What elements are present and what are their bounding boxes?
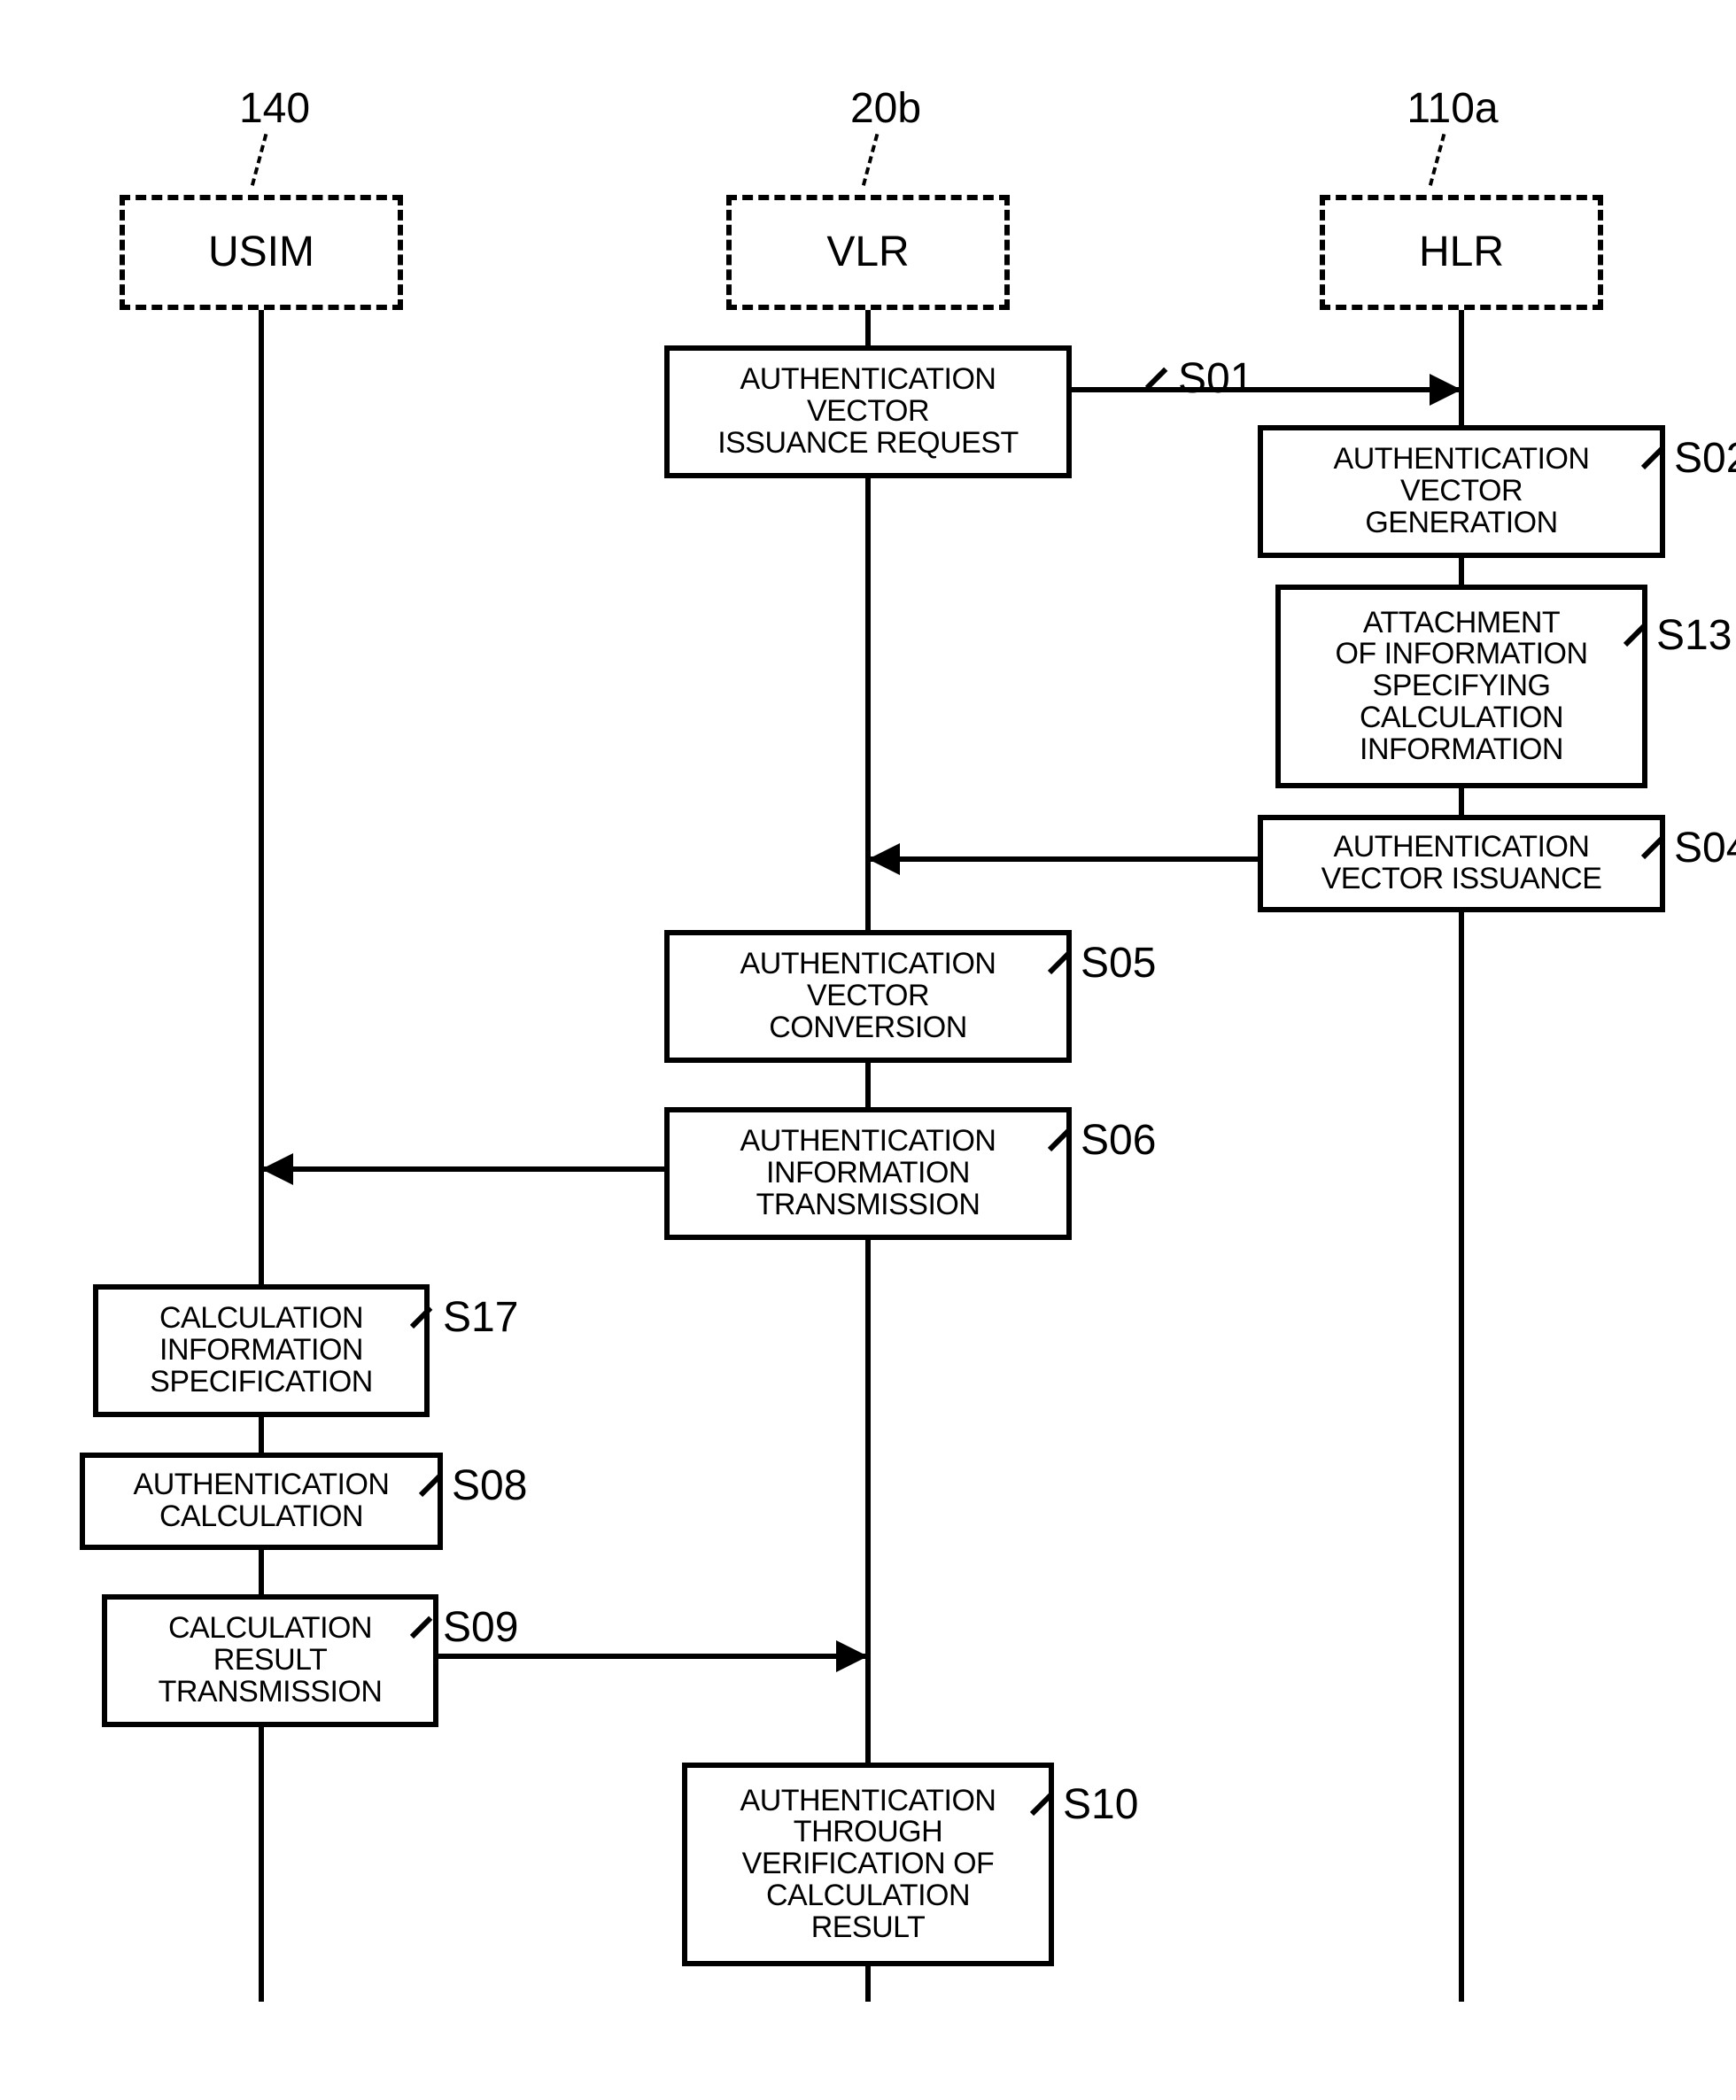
step-box-s05: AUTHENTICATIONVECTORCONVERSION: [664, 930, 1072, 1063]
sequence-diagram: 140 USIM 20b VLR 110a HLR AUTHENTICATIONVECTOR…: [0, 0, 1736, 2100]
lifeline-box-hlr: HLR: [1320, 195, 1603, 310]
step-label-s09: S09: [443, 1603, 518, 1652]
step-box-s17: CALCULATIONINFORMATIONSPECIFICATION: [93, 1284, 430, 1417]
step-box-s13: ATTACHMENTOF INFORMATIONSPECIFYINGCALCUL…: [1275, 585, 1647, 788]
lifeline-tick-usim: [251, 134, 298, 194]
arrowhead-a-s06: [261, 1153, 293, 1185]
step-text-s10: AUTHENTICATIONTHROUGHVERIFICATION OFCALC…: [740, 1786, 996, 1943]
step-box-s01: AUTHENTICATIONVECTORISSUANCE REQUEST: [664, 345, 1072, 478]
arrow-a-s09: [438, 1654, 868, 1659]
step-text-s08: AUTHENTICATIONCALCULATION: [134, 1469, 390, 1532]
step-label-s04: S04: [1674, 824, 1736, 872]
step-box-s10: AUTHENTICATIONTHROUGHVERIFICATION OFCALC…: [682, 1763, 1054, 1966]
lifeline-box-usim: USIM: [120, 195, 403, 310]
arrow-a-s01: [1072, 387, 1461, 392]
lifeline-tick-vlr: [862, 134, 910, 194]
arrowhead-a-s04: [868, 843, 900, 875]
lifeline-box-vlr: VLR: [726, 195, 1010, 310]
step-text-s17: CALCULATIONINFORMATIONSPECIFICATION: [150, 1303, 373, 1398]
arrow-a-s06: [261, 1166, 664, 1172]
lifeline-number-usim: 140: [213, 84, 337, 133]
step-label-s05: S05: [1081, 939, 1156, 988]
step-text-s02: AUTHENTICATIONVECTORGENERATION: [1334, 444, 1590, 539]
step-box-s06: AUTHENTICATIONINFORMATIONTRANSMISSION: [664, 1107, 1072, 1240]
lifeline-tick-hlr: [1429, 134, 1476, 194]
step-box-s02: AUTHENTICATIONVECTORGENERATION: [1258, 425, 1665, 558]
arrowhead-a-s01: [1430, 374, 1461, 406]
step-box-s08: AUTHENTICATIONCALCULATION: [80, 1453, 443, 1550]
step-text-s01: AUTHENTICATIONVECTORISSUANCE REQUEST: [717, 364, 1019, 459]
step-label-s06: S06: [1081, 1116, 1156, 1165]
lifeline-number-hlr: 110a: [1391, 84, 1515, 133]
lifeline-number-vlr: 20b: [824, 84, 948, 133]
step-label-s01: S01: [1178, 354, 1253, 403]
arrow-a-s04: [868, 856, 1258, 862]
step-label-s08: S08: [452, 1461, 527, 1510]
step-label-s13: S13: [1656, 611, 1732, 660]
step-label-s02: S02: [1674, 434, 1736, 483]
step-text-s13: ATTACHMENTOF INFORMATIONSPECIFYINGCALCUL…: [1335, 608, 1587, 765]
step-label-s17: S17: [443, 1293, 518, 1342]
step-text-s05: AUTHENTICATIONVECTORCONVERSION: [740, 949, 996, 1043]
arrowhead-a-s09: [836, 1640, 868, 1672]
step-text-s04: AUTHENTICATIONVECTOR ISSUANCE: [1321, 832, 1602, 895]
step-box-s09: CALCULATIONRESULTTRANSMISSION: [102, 1594, 438, 1727]
step-label-s10: S10: [1063, 1780, 1138, 1829]
lifeline-line-hlr: [1459, 310, 1464, 2002]
step-text-s06: AUTHENTICATIONINFORMATIONTRANSMISSION: [740, 1126, 996, 1220]
step-box-s04: AUTHENTICATIONVECTOR ISSUANCE: [1258, 815, 1665, 912]
step-text-s09: CALCULATIONRESULTTRANSMISSION: [159, 1613, 383, 1708]
